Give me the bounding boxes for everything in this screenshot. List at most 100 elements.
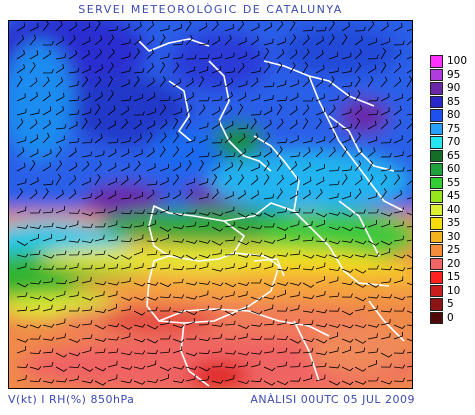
wind-barb	[341, 52, 352, 60]
wind-barb	[393, 22, 403, 32]
wind-barb	[55, 352, 68, 358]
wind-barb	[406, 197, 412, 200]
wind-barb	[81, 223, 93, 228]
wind-barb	[133, 111, 145, 116]
wind-barb	[68, 109, 80, 116]
wind-barb	[120, 365, 133, 370]
wind-barb	[211, 21, 219, 32]
wind-barb	[55, 250, 67, 256]
wind-barb	[42, 69, 54, 74]
legend-swatch	[430, 163, 443, 176]
wind-barb	[68, 96, 80, 102]
wind-barb	[263, 132, 271, 144]
wind-barb	[172, 40, 184, 46]
wind-barb	[263, 38, 274, 46]
wind-barb	[185, 21, 192, 32]
wind-barb	[211, 106, 221, 116]
legend-swatch	[430, 95, 443, 108]
wind-barb	[406, 212, 412, 216]
wind-barb	[172, 78, 182, 88]
wind-barb	[81, 22, 91, 32]
wind-barb	[380, 352, 393, 358]
wind-barb	[367, 147, 376, 158]
wind-barb	[263, 95, 274, 102]
wind-barb	[68, 147, 77, 158]
wind-barb	[185, 147, 194, 158]
wind-barb	[42, 188, 49, 200]
wind-barb	[289, 348, 301, 354]
wind-barb	[211, 188, 219, 200]
wind-barb	[81, 65, 91, 74]
wind-barb	[393, 40, 405, 46]
wind-barb	[172, 212, 185, 217]
wind-barb	[198, 39, 210, 46]
wind-barb	[120, 254, 133, 260]
wind-barb	[172, 53, 184, 60]
humidity-wind-map	[8, 20, 413, 389]
wind-barb	[341, 281, 354, 286]
wind-barb	[68, 121, 78, 130]
wind-barb	[250, 350, 263, 355]
wind-barb	[354, 305, 365, 312]
wind-barb	[16, 375, 27, 382]
legend-label: 20	[447, 257, 461, 270]
wind-barb	[367, 159, 373, 172]
wind-barb	[224, 310, 237, 316]
wind-barb	[224, 152, 236, 158]
wind-barb	[107, 34, 115, 46]
wind-barb	[16, 50, 25, 60]
wind-barb	[393, 105, 402, 116]
wind-barb	[289, 135, 299, 144]
wind-barb	[29, 224, 42, 229]
wind-barb	[146, 163, 156, 172]
wind-barb	[224, 120, 234, 130]
wind-barb	[55, 160, 63, 172]
wind-barb	[146, 378, 159, 384]
wind-barb	[42, 76, 50, 88]
wind-barb	[328, 132, 336, 144]
wind-barb	[198, 104, 206, 116]
wind-barb	[198, 221, 210, 228]
wind-barb	[354, 347, 366, 354]
wind-barb	[328, 364, 341, 369]
wind-barb	[367, 208, 379, 214]
legend-swatch	[430, 203, 443, 216]
legend-label: 85	[447, 95, 461, 108]
wind-barb	[276, 49, 285, 60]
wind-barb	[185, 209, 197, 214]
wind-barb	[198, 192, 209, 200]
wind-barb	[315, 26, 327, 32]
wind-barb	[120, 224, 133, 229]
wind-barb	[393, 324, 406, 329]
wind-barb	[211, 240, 224, 246]
wind-barb	[146, 237, 159, 243]
wind-barb	[289, 151, 301, 158]
wind-barb	[380, 188, 387, 200]
wind-barb	[276, 21, 284, 32]
wind-barb	[29, 50, 39, 60]
wind-barb	[302, 176, 312, 186]
wind-barb	[302, 295, 315, 300]
wind-barb	[42, 106, 52, 116]
wind-barb	[146, 306, 158, 312]
wind-barb	[172, 23, 182, 32]
legend-label: 80	[447, 109, 461, 121]
wind-barb	[341, 67, 353, 74]
wind-barb	[237, 92, 247, 102]
wind-barb	[367, 110, 379, 116]
wind-barb	[211, 305, 222, 312]
wind-barb	[289, 62, 296, 74]
wind-barb	[250, 212, 263, 217]
wind-barb	[107, 138, 119, 144]
wind-barb	[354, 160, 362, 172]
wind-barb	[29, 265, 42, 270]
wind-barb	[81, 238, 94, 244]
wind-barb	[81, 50, 90, 60]
wind-barb	[55, 53, 67, 60]
wind-barb	[302, 137, 313, 144]
wind-barb	[81, 264, 93, 270]
wind-barb	[81, 92, 91, 102]
wind-barb	[16, 240, 29, 246]
wind-barb	[198, 320, 210, 326]
wind-barb	[367, 120, 377, 130]
